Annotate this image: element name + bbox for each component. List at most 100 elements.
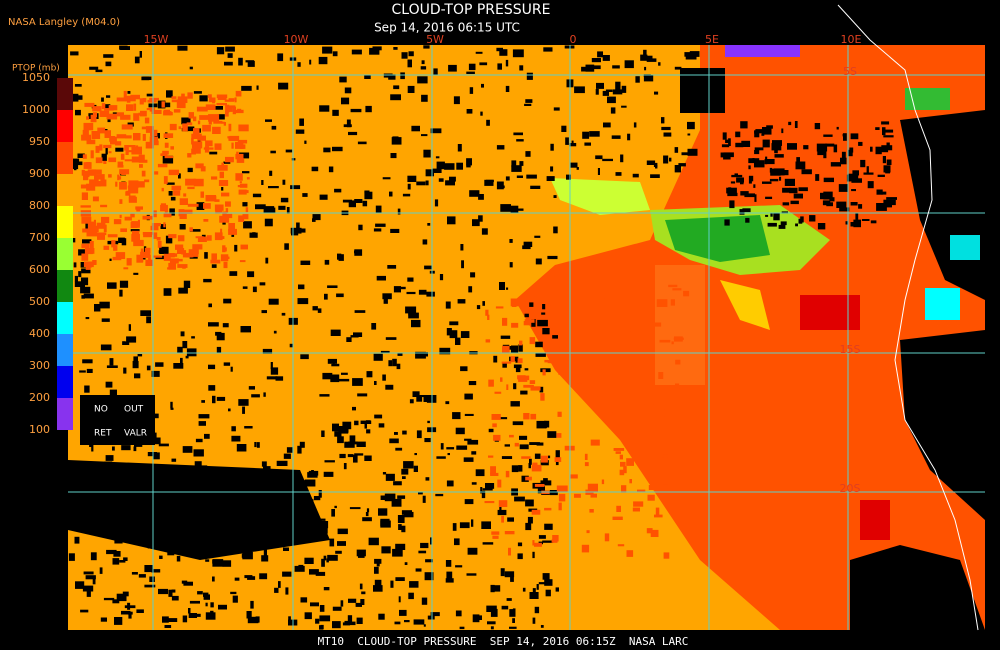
speckle [520, 390, 528, 395]
speckle [106, 365, 118, 368]
red-patch [800, 295, 860, 330]
speckle [851, 189, 856, 192]
speckle [115, 181, 118, 187]
speckle [532, 540, 535, 546]
speckle [287, 471, 293, 476]
speckle [539, 386, 544, 393]
speckle [773, 168, 785, 176]
speckle [475, 469, 485, 477]
speckle [590, 439, 600, 446]
speckle [103, 224, 107, 233]
speckle [247, 576, 256, 580]
speckle [509, 626, 517, 629]
speckle [544, 423, 547, 429]
speckle [114, 617, 123, 625]
speckle [432, 168, 442, 173]
speckle [358, 224, 363, 231]
speckle [376, 275, 386, 281]
speckle [553, 195, 557, 198]
speckle [251, 394, 260, 398]
speckle [455, 337, 461, 345]
speckle [225, 156, 234, 163]
speckle [848, 175, 856, 182]
speckle [516, 139, 524, 142]
speckle [476, 305, 481, 310]
speckle [427, 615, 435, 620]
speckle [883, 135, 894, 138]
speckle [680, 507, 689, 514]
speckle [101, 153, 107, 161]
speckle [425, 169, 434, 177]
speckle [324, 460, 335, 463]
speckle [154, 171, 159, 175]
speckle [162, 150, 169, 155]
speckle [133, 133, 141, 141]
speckle [587, 483, 598, 492]
speckle [563, 373, 573, 377]
speckle [816, 143, 828, 152]
speckle [662, 480, 674, 485]
speckle [144, 584, 156, 588]
speckle [246, 177, 250, 180]
speckle [411, 125, 420, 132]
speckle [841, 151, 846, 160]
speckle [337, 541, 346, 546]
speckle [530, 386, 541, 391]
speckle [576, 366, 583, 369]
speckle [571, 140, 574, 143]
speckle [795, 161, 806, 170]
speckle [322, 46, 333, 54]
speckle [339, 76, 347, 83]
speckle [146, 316, 151, 324]
speckle [182, 446, 193, 453]
speckle [137, 354, 143, 357]
speckle [181, 93, 185, 99]
speckle [137, 219, 140, 226]
legend-tick-label: 1000 [22, 103, 50, 116]
speckle [850, 133, 859, 140]
speckle [658, 409, 665, 417]
speckle [408, 51, 414, 57]
speckle [650, 529, 659, 537]
speckle [595, 89, 599, 95]
speckle [466, 158, 472, 166]
speckle [623, 466, 627, 474]
speckle [186, 122, 193, 126]
speckle [270, 362, 273, 370]
speckle [155, 437, 161, 445]
speckle [597, 365, 600, 373]
speckle [556, 485, 568, 492]
speckle [542, 304, 546, 310]
speckle [110, 141, 116, 145]
speckle [212, 395, 216, 404]
speckle [540, 455, 548, 463]
speckle [511, 160, 517, 168]
speckle [633, 122, 637, 128]
speckle [602, 90, 609, 96]
speckle [115, 252, 126, 259]
speckle [225, 208, 229, 213]
speckle [498, 417, 508, 420]
speckle [754, 147, 764, 151]
legend-note: VALR [124, 429, 147, 439]
speckle [199, 115, 210, 120]
speckle [115, 147, 124, 152]
speckle [87, 505, 93, 512]
legend-notes-box [80, 395, 155, 445]
speckle [449, 176, 456, 182]
speckle [389, 438, 399, 444]
speckle [81, 216, 92, 224]
speckle [487, 621, 496, 625]
speckle [536, 299, 540, 304]
legend-note: RET [94, 429, 112, 439]
speckle [769, 167, 772, 173]
speckle [337, 528, 348, 535]
speckle [153, 452, 160, 460]
speckle [406, 291, 416, 295]
speckle [740, 191, 749, 196]
speckle [779, 176, 782, 181]
speckle [239, 152, 250, 159]
speckle [501, 515, 504, 523]
speckle [613, 381, 622, 389]
speckle [105, 147, 108, 155]
